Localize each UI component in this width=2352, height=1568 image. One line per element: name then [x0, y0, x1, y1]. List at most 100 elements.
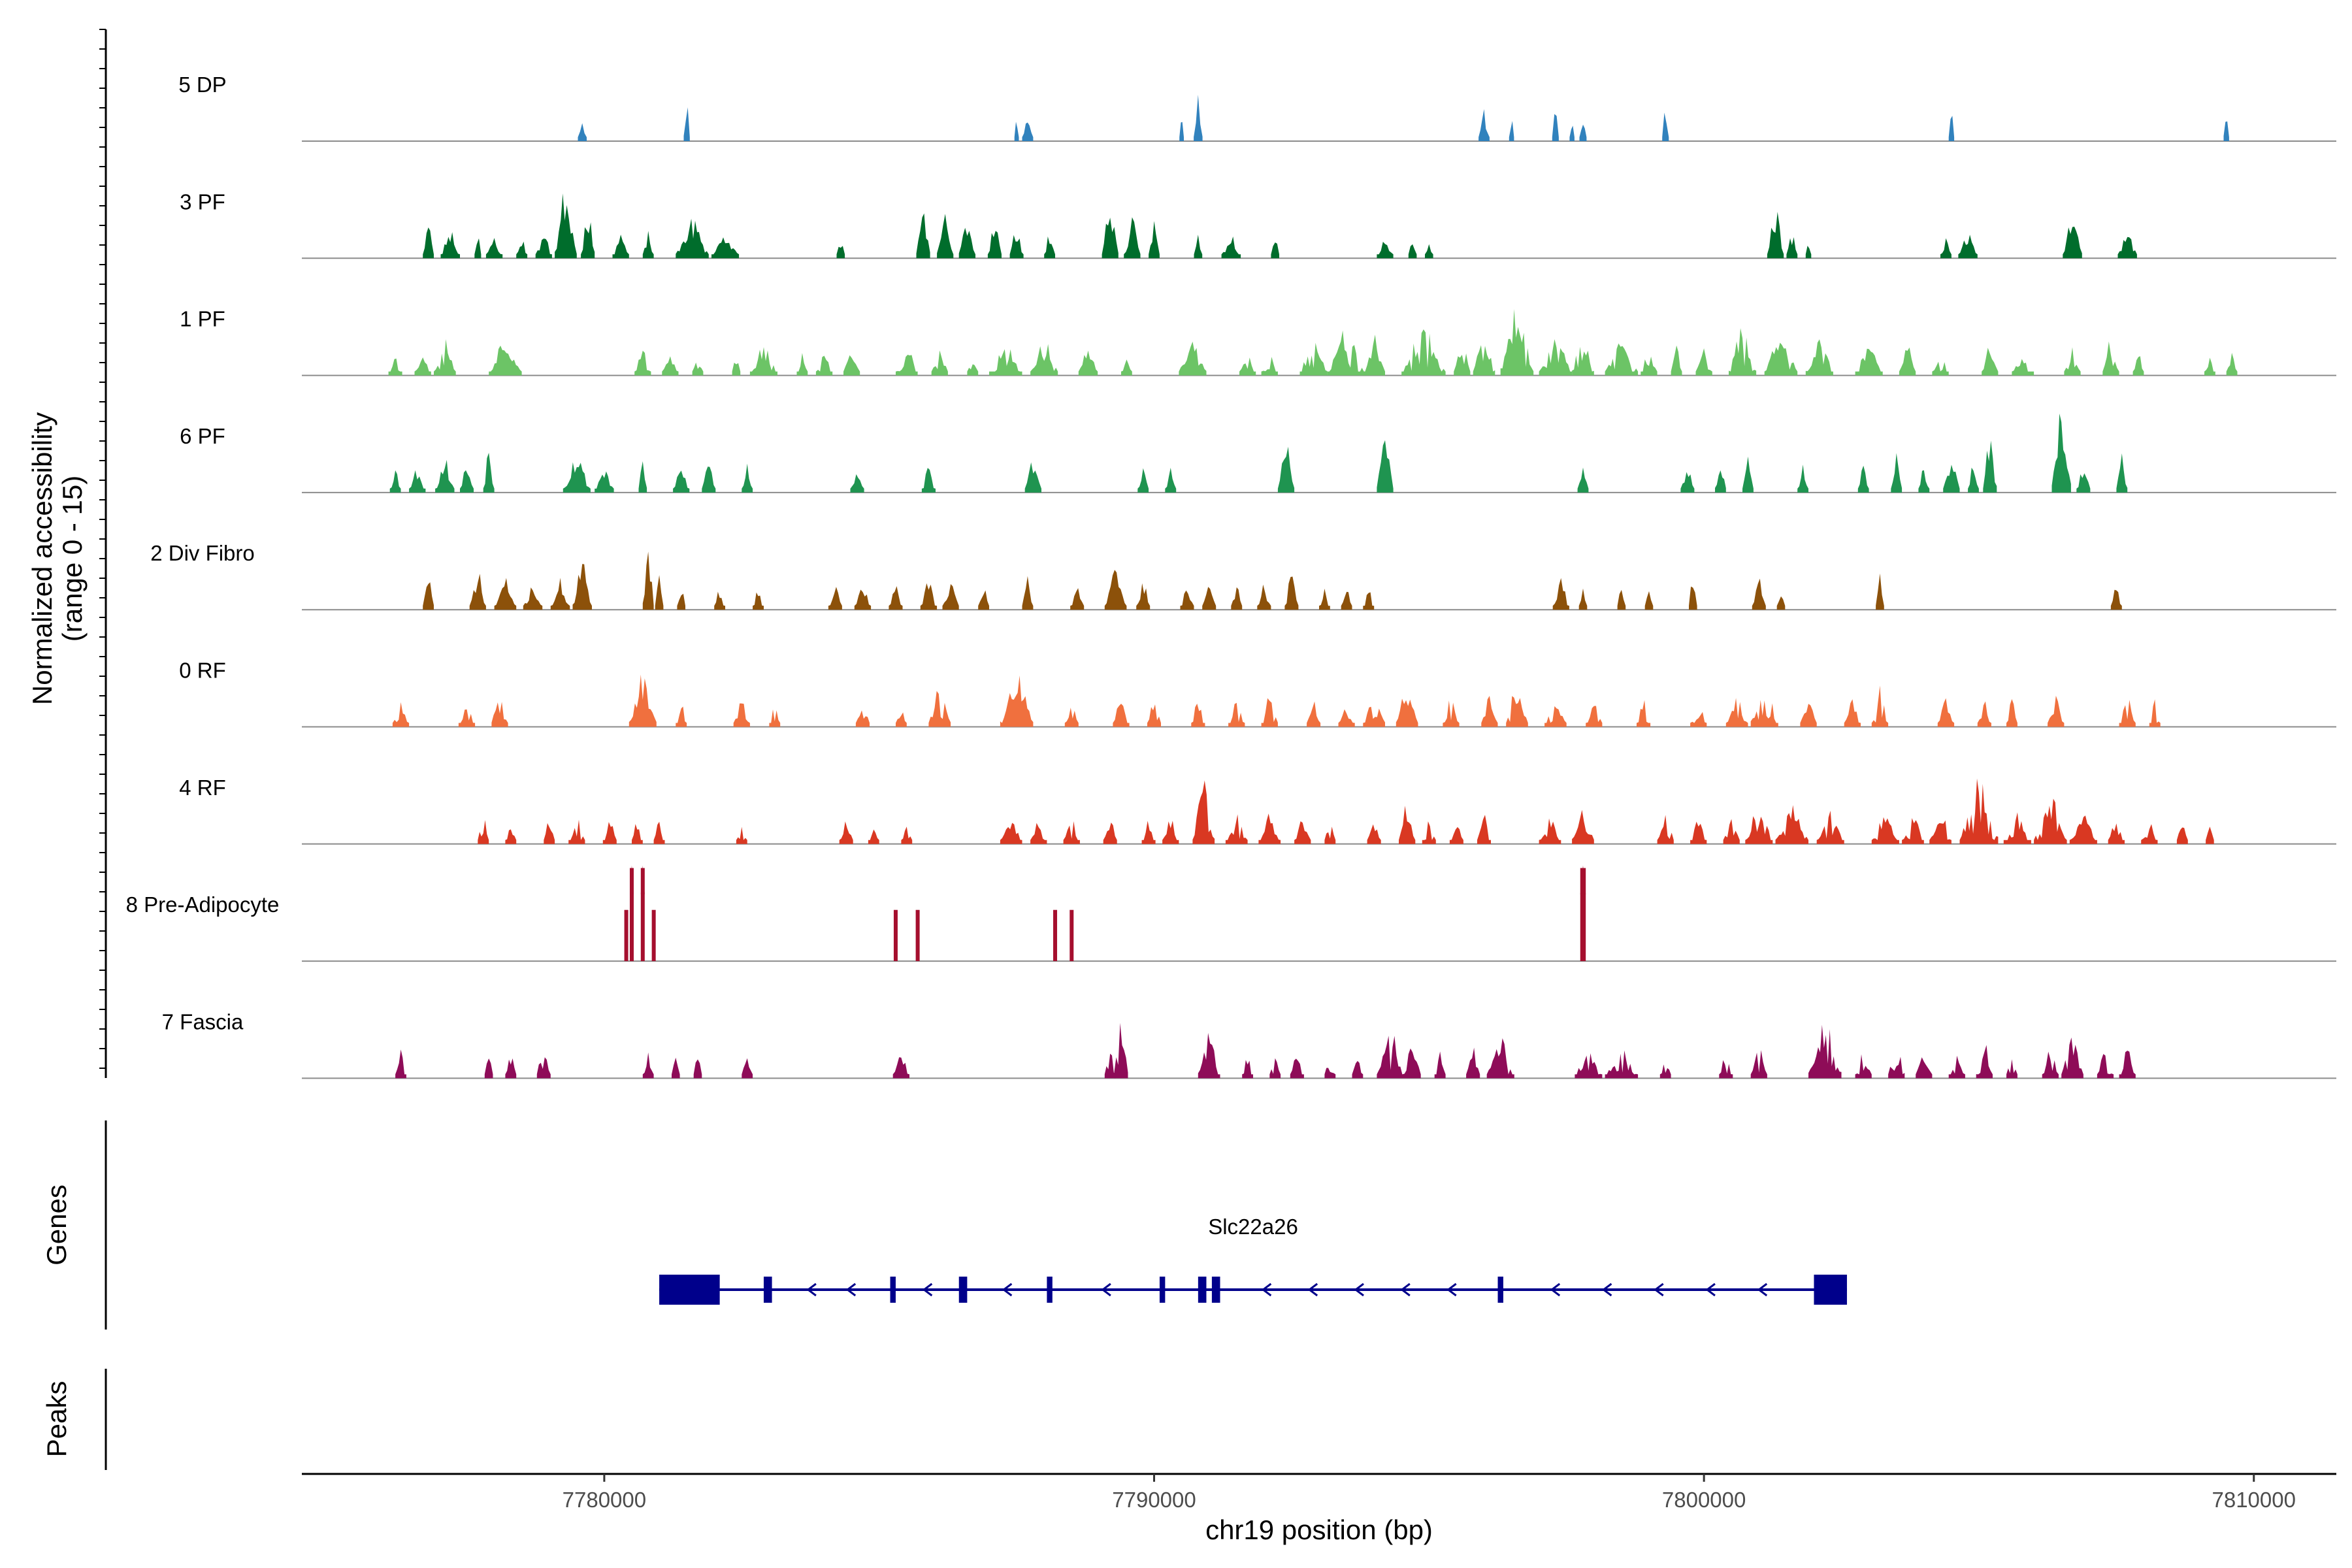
peak-area [1855, 348, 1883, 376]
peak-area [1871, 817, 1899, 844]
peak-area [920, 583, 938, 610]
peak-area [742, 1058, 753, 1079]
accessibility-peak [1261, 698, 1278, 727]
peak-area [2064, 347, 2081, 376]
strand-arrow [1354, 1282, 1364, 1297]
track-label: 5 DP [178, 73, 226, 97]
peak-area [1000, 676, 1034, 727]
accessibility-peak [931, 350, 948, 376]
accessibility-peak [1552, 114, 1559, 141]
accessibility-peak [937, 214, 954, 259]
accessibility-peak [1198, 1033, 1220, 1079]
peak-area [1192, 780, 1215, 844]
accessibility-peak [1750, 700, 1778, 727]
accessibility-peak [1637, 700, 1651, 727]
accessibility-peak [1876, 573, 1884, 610]
peak-area [1752, 578, 1766, 610]
peak-area [1124, 217, 1141, 259]
peak-area [1104, 1053, 1116, 1079]
accessibility-peak [469, 574, 486, 610]
peak-area [2097, 1054, 2114, 1079]
peak-area [632, 824, 643, 844]
peak-area [1776, 596, 1786, 610]
accessibility-peak [1401, 329, 1446, 376]
accessibility-peak [474, 238, 482, 259]
accessibility-peak [742, 463, 753, 493]
accessibility-peak [1473, 345, 1495, 376]
accessibility-peak [423, 582, 434, 610]
peak-area [1932, 361, 1949, 376]
peak-area [1929, 820, 1952, 844]
accessibility-peak [388, 358, 402, 376]
accessibility-peak [1228, 702, 1245, 727]
accessibility-peak [1396, 698, 1418, 727]
peak-area [921, 468, 936, 493]
accessibility-peak [640, 865, 645, 962]
accessibility-peak [1690, 821, 1707, 844]
peak-area [1719, 1060, 1733, 1079]
accessibility-peak [414, 357, 431, 376]
peak-area [568, 819, 585, 844]
strand-arrow [1101, 1282, 1111, 1297]
accessibility-peak [2069, 815, 2097, 844]
accessibility-peak [1857, 465, 1869, 493]
accessibility-peak [483, 453, 495, 493]
peak-area [1221, 237, 1241, 259]
coverage-y-ticks [99, 29, 106, 1069]
peak-area [839, 821, 853, 844]
peak-area [516, 241, 528, 259]
accessibility-peak [1695, 348, 1712, 376]
accessibility-peak [1572, 809, 1594, 844]
peak-area [892, 1057, 909, 1079]
accessibility-peak [1775, 805, 1808, 844]
accessibility-peak [1165, 467, 1177, 493]
track-label: 4 RF [179, 776, 226, 800]
peak-area [460, 470, 474, 493]
peak-area [1742, 456, 1754, 493]
accessibility-peak [1715, 470, 1726, 493]
peak-area [642, 231, 654, 259]
accessibility-peak [1434, 1051, 1446, 1079]
coverage-track: 3 PF [180, 189, 2336, 259]
accessibility-peak [1948, 116, 1955, 141]
accessibility-peak [1044, 236, 1055, 259]
accessibility-peak [1750, 1050, 1767, 1079]
accessibility-peak [1816, 810, 1844, 844]
peak-area [1377, 242, 1394, 259]
peak-area [1113, 704, 1130, 727]
track-label: 3 PF [180, 189, 225, 214]
peak-area [485, 238, 503, 259]
peak-area [1434, 1051, 1446, 1079]
peak-area [409, 470, 426, 493]
peak-area [1396, 698, 1418, 727]
peak-area [2076, 473, 2091, 493]
accessibility-peak [2051, 414, 2071, 493]
peak-area [1797, 465, 1808, 493]
accessibility-peak [1422, 821, 1436, 844]
accessibility-peak [1202, 587, 1217, 610]
accessibility-peak [676, 706, 687, 727]
peak-area [1948, 116, 1955, 141]
accessibility-peak [1149, 221, 1160, 259]
peak-area [1959, 778, 1999, 844]
peak-area [2108, 823, 2125, 844]
peak-area [676, 218, 709, 259]
accessibility-peak [1307, 701, 1321, 727]
accessibility-peak [1689, 586, 1697, 610]
peak-area [1165, 467, 1177, 493]
accessibility-peak [693, 1059, 702, 1079]
accessibility-peak [1767, 212, 1784, 259]
accessibility-peak [1070, 909, 1074, 962]
peak-area [1786, 237, 1798, 259]
accessibility-peak [1808, 1024, 1842, 1079]
peak-area [677, 593, 685, 610]
gene-exon [1047, 1277, 1053, 1303]
accessibility-peak [796, 353, 808, 376]
accessibility-peak [1319, 589, 1330, 610]
accessibility-peak [1929, 820, 1952, 844]
peak-area [1338, 709, 1355, 727]
strand-arrow [1654, 1282, 1664, 1297]
accessibility-peak [2097, 1054, 2114, 1079]
accessibility-peak [1269, 1058, 1281, 1079]
peak-area [1916, 1057, 1933, 1079]
